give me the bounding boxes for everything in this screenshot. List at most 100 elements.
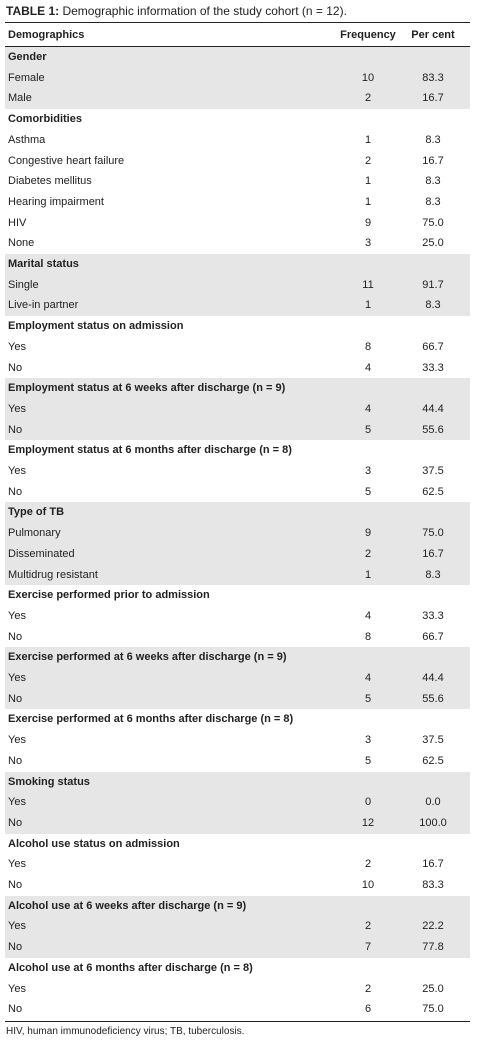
row-label: HIV bbox=[8, 216, 27, 229]
column-header: Frequency bbox=[340, 29, 396, 41]
row-label: No bbox=[8, 485, 23, 498]
per-cent: 16.7 bbox=[422, 858, 444, 871]
row-label: Female bbox=[8, 71, 45, 84]
frequency: 2 bbox=[364, 920, 372, 933]
per-cent: 55.6 bbox=[422, 692, 444, 705]
row-label: Congestive heart failure bbox=[8, 154, 125, 167]
group-heading: Type of TB bbox=[8, 506, 65, 519]
per-cent: 75.0 bbox=[422, 527, 444, 540]
title-label: TABLE 1: bbox=[6, 4, 60, 18]
per-cent: 66.7 bbox=[422, 340, 444, 353]
frequency: 5 bbox=[364, 692, 372, 705]
column-header: Demographics bbox=[8, 29, 85, 41]
group-shade bbox=[5, 254, 470, 317]
frequency: 2 bbox=[364, 982, 372, 995]
group-shade bbox=[5, 47, 470, 110]
frequency: 3 bbox=[364, 237, 372, 250]
per-cent: 75.0 bbox=[422, 1003, 444, 1016]
row-label: No bbox=[8, 1003, 23, 1016]
frequency: 4 bbox=[364, 672, 372, 684]
per-cent: 16.7 bbox=[422, 154, 444, 167]
row-label: No bbox=[8, 361, 23, 374]
per-cent: 25.0 bbox=[422, 237, 444, 250]
row-label: No bbox=[8, 816, 23, 829]
frequency: 2 bbox=[364, 858, 372, 871]
frequency: 5 bbox=[364, 423, 372, 436]
frequency: 12 bbox=[361, 816, 375, 829]
per-cent: 22.2 bbox=[422, 920, 444, 933]
row-label: Yes bbox=[8, 858, 26, 871]
group-heading: Marital status bbox=[8, 258, 79, 270]
frequency: 5 bbox=[364, 754, 372, 767]
group-shade bbox=[5, 647, 470, 710]
row-label: None bbox=[8, 237, 35, 250]
title-text: Demographic information of the study coh… bbox=[62, 4, 347, 18]
footnote: HIV, human immunodeficiency virus; TB, t… bbox=[6, 1025, 245, 1037]
per-cent: 75.0 bbox=[422, 216, 444, 229]
per-cent: 8.3 bbox=[425, 568, 441, 581]
frequency: 9 bbox=[364, 216, 372, 229]
row-label: Disseminated bbox=[8, 547, 75, 560]
frequency: 6 bbox=[364, 1003, 372, 1016]
frequency: 1 bbox=[364, 133, 372, 146]
row-label: Yes bbox=[8, 734, 26, 747]
group-heading: Exercise performed at 6 weeks after disc… bbox=[8, 651, 287, 664]
per-cent: 44.4 bbox=[422, 402, 444, 415]
group-heading: Employment status at 6 months after disc… bbox=[8, 444, 292, 457]
frequency: 10 bbox=[361, 879, 375, 891]
frequency: 3 bbox=[364, 734, 372, 747]
per-cent: 25.0 bbox=[422, 982, 444, 995]
frequency: 7 bbox=[364, 941, 372, 954]
frequency: 4 bbox=[364, 361, 372, 374]
frequency: 4 bbox=[364, 609, 372, 622]
frequency: 1 bbox=[364, 195, 372, 208]
frequency: 8 bbox=[364, 630, 372, 643]
frequency: 2 bbox=[364, 547, 372, 560]
per-cent: 37.5 bbox=[422, 734, 444, 747]
frequency: 2 bbox=[364, 92, 372, 105]
row-label: Male bbox=[8, 92, 32, 105]
per-cent: 100.0 bbox=[419, 816, 447, 829]
row-label: No bbox=[8, 941, 23, 954]
group-heading: Gender bbox=[8, 51, 47, 63]
frequency: 11 bbox=[362, 278, 374, 291]
table-title: TABLE 1: Demographic information of the … bbox=[6, 3, 347, 19]
frequency: 1 bbox=[364, 175, 372, 188]
group-shade bbox=[5, 771, 470, 834]
group-heading: Exercise performed at 6 months after dis… bbox=[8, 713, 294, 726]
row-label: Live-in partner bbox=[8, 299, 79, 312]
row-label: No bbox=[8, 423, 23, 436]
per-cent: 37.5 bbox=[422, 465, 444, 477]
frequency: 1 bbox=[364, 568, 372, 581]
row-label: Pulmonary bbox=[8, 527, 61, 540]
frequency: 9 bbox=[364, 527, 372, 540]
group-heading: Comorbidities bbox=[8, 113, 82, 126]
per-cent: 55.6 bbox=[422, 423, 444, 436]
per-cent: 8.3 bbox=[425, 195, 441, 208]
per-cent: 83.3 bbox=[422, 879, 444, 891]
row-label: No bbox=[8, 754, 23, 767]
per-cent: 62.5 bbox=[422, 754, 444, 767]
row-label: Yes bbox=[8, 672, 26, 684]
row-label: Asthma bbox=[8, 133, 46, 146]
frequency: 3 bbox=[364, 465, 372, 477]
bottom-rule bbox=[5, 1020, 470, 1022]
frequency: 4 bbox=[364, 402, 372, 415]
row-label: Yes bbox=[8, 402, 26, 415]
per-cent: 62.5 bbox=[422, 485, 444, 498]
group-heading: Alcohol use at 6 weeks after discharge (… bbox=[8, 899, 247, 912]
top-rule bbox=[5, 22, 470, 23]
row-label: Yes bbox=[8, 920, 26, 933]
per-cent: 16.7 bbox=[422, 547, 444, 560]
group-heading: Exercise performed prior to admission bbox=[8, 589, 210, 602]
row-label: Multidrug resistant bbox=[8, 568, 98, 581]
frequency: 8 bbox=[364, 340, 372, 353]
group-heading: Employment status on admission bbox=[8, 320, 184, 333]
row-label: Single bbox=[8, 278, 39, 291]
group-shade bbox=[5, 502, 470, 586]
row-label: No bbox=[8, 630, 23, 643]
row-label: Hearing impairment bbox=[8, 195, 104, 208]
per-cent: 8.3 bbox=[425, 133, 441, 146]
group-heading: Smoking status bbox=[8, 775, 90, 788]
row-label: No bbox=[8, 692, 23, 705]
